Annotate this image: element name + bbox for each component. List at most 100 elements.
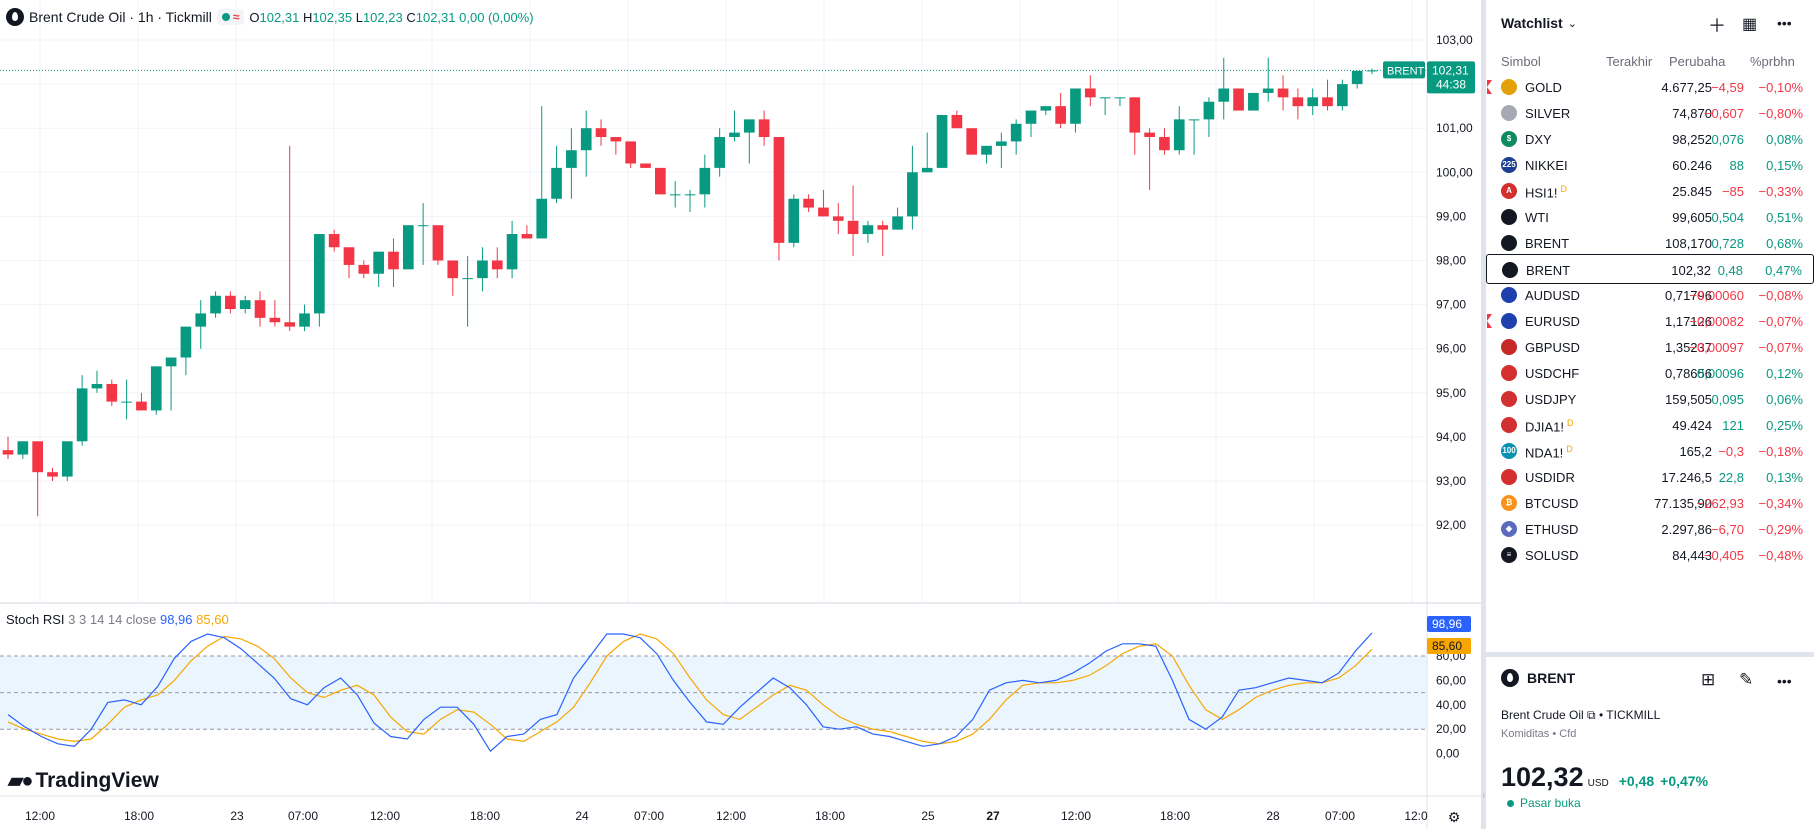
candle[interactable] (1277, 75, 1289, 111)
candle[interactable] (580, 110, 592, 177)
chart-area[interactable]: 103,00 101,00 100,00 99,00 98,00 97,00 96,00 95… (0, 0, 1481, 829)
settings-gear-icon[interactable]: ⚙ (1448, 810, 1461, 826)
candle[interactable] (180, 326, 192, 376)
candle[interactable] (314, 234, 325, 327)
candle[interactable] (17, 441, 29, 459)
candle[interactable] (907, 145, 918, 230)
candle[interactable] (225, 291, 236, 314)
watchlist-row-usdchf[interactable]: USDCHF 0,78656 0,00096 0,12% (1486, 358, 1814, 388)
candle[interactable] (1248, 92, 1259, 111)
more-options-icon[interactable]: ••• (1777, 15, 1792, 31)
candle[interactable] (1262, 57, 1274, 102)
candle[interactable] (2, 436, 14, 459)
candle[interactable] (625, 141, 637, 168)
candle[interactable] (803, 194, 814, 212)
candle[interactable] (239, 295, 251, 314)
candle[interactable] (106, 379, 118, 407)
watchlist-row-gbpusd[interactable]: GBPUSD 1,35237 −0,00097 −0,07% (1486, 332, 1814, 362)
edit-note-icon[interactable]: ✎ (1739, 670, 1754, 689)
candle[interactable] (32, 441, 43, 517)
watchlist-row-brent[interactable]: BRENT 108,170 0,728 0,68% (1486, 228, 1814, 258)
watchlist-row-silver[interactable]: SILVER 74,870 −0,607 −0,80% (1486, 98, 1814, 128)
candle[interactable] (417, 203, 429, 265)
candle[interactable] (269, 300, 281, 327)
candle[interactable] (121, 379, 132, 420)
candle[interactable] (373, 251, 384, 287)
candle[interactable] (195, 300, 207, 349)
details-more-icon[interactable]: ••• (1777, 673, 1792, 689)
watchlist-row-usdjpy[interactable]: USDJPY 159,505 0,095 0,06% (1486, 384, 1814, 414)
red-flag-icon[interactable] (1487, 314, 1492, 328)
candle[interactable] (655, 167, 666, 195)
stoch-rsi-legend[interactable]: Stoch RSI 3 3 14 14 close 98,96 85,60 (6, 612, 229, 627)
candle[interactable] (1144, 128, 1155, 190)
candle[interactable] (640, 163, 651, 168)
watchlist-row-djia1[interactable]: DJIA1! D 49.424 121 0,25% (1486, 410, 1814, 440)
candle[interactable] (1218, 57, 1230, 120)
column-symbol[interactable]: Simbol (1501, 54, 1541, 69)
candle[interactable] (595, 119, 607, 146)
column-last[interactable]: Terakhir (1606, 54, 1653, 69)
candle[interactable] (536, 106, 548, 239)
candle[interactable] (462, 256, 473, 327)
column-change[interactable]: Perubaha (1669, 54, 1726, 69)
candle[interactable] (610, 137, 622, 155)
watchlist-row-eurusd[interactable]: EURUSD 1,17126 −0,00082 −0,07% (1486, 306, 1814, 336)
candle[interactable] (91, 370, 103, 393)
candle[interactable] (966, 128, 978, 155)
panel-divider[interactable] (1486, 652, 1814, 657)
details-symbol[interactable]: BRENT (1527, 670, 1576, 686)
candle[interactable] (551, 145, 562, 204)
watchlist-row-solusd[interactable]: ≡ SOLUSD 84,443 −0,405 −0,48% (1486, 540, 1814, 570)
candle[interactable] (165, 357, 177, 411)
candle[interactable] (299, 304, 310, 332)
candle[interactable] (150, 366, 162, 415)
candle[interactable] (862, 220, 874, 243)
candle[interactable] (832, 203, 844, 235)
watchlist-row-brent[interactable]: BRENT 102,32 0,48 0,47% (1486, 254, 1814, 284)
candle[interactable] (210, 291, 221, 318)
candle[interactable] (818, 189, 829, 217)
candle[interactable] (729, 110, 740, 142)
candle[interactable] (1159, 128, 1170, 155)
table-layout-icon[interactable]: ▦ (1742, 16, 1758, 33)
candle[interactable] (1055, 92, 1066, 129)
candle[interactable] (1337, 79, 1348, 111)
candle[interactable] (714, 128, 725, 177)
candle[interactable] (1129, 97, 1141, 155)
candle[interactable] (892, 207, 903, 230)
candle[interactable] (328, 229, 340, 252)
candle[interactable] (447, 260, 459, 296)
grid-view-icon[interactable]: ⊞ (1701, 670, 1716, 689)
candle[interactable] (358, 260, 370, 279)
watchlist-row-gold[interactable]: GOLD 4.677,25 −4,59 −0,10% (1486, 72, 1814, 102)
candle[interactable] (981, 145, 992, 164)
watchlist-title[interactable]: Watchlist (1501, 15, 1563, 31)
candle[interactable] (1322, 79, 1333, 111)
candle[interactable] (1070, 88, 1081, 133)
candle[interactable] (684, 189, 696, 212)
candle[interactable] (951, 110, 963, 129)
candle[interactable] (506, 220, 518, 279)
candle[interactable] (1099, 97, 1111, 115)
details-name[interactable]: Brent Crude Oil (1501, 708, 1584, 722)
candle[interactable] (877, 220, 889, 257)
candle[interactable] (1292, 88, 1304, 120)
candle[interactable] (1188, 119, 1200, 155)
candle[interactable] (921, 132, 933, 173)
watchlist-row-nikkei[interactable]: 225 NIKKEI 60.246 88 0,15% (1486, 150, 1814, 180)
candle[interactable] (1084, 75, 1096, 107)
candle[interactable] (136, 392, 147, 411)
candle[interactable] (1010, 119, 1022, 155)
candle[interactable] (1351, 70, 1363, 89)
candle[interactable] (343, 247, 355, 279)
candle[interactable] (1173, 106, 1185, 155)
candle[interactable] (758, 110, 770, 146)
watchlist-row-dxy[interactable]: $ DXY 98,252 0,076 0,08% (1486, 124, 1814, 154)
watchlist-row-ethusd[interactable]: ◆ ETHUSD 2.297,86 −6,70 −0,29% (1486, 514, 1814, 544)
watchlist-row-usdidr[interactable]: USDIDR 17.246,5 22,8 0,13% (1486, 462, 1814, 492)
watchlist-row-btcusd[interactable]: ₿ BTCUSD 77.135,90 −262,93 −0,34% (1486, 488, 1814, 518)
column-pct[interactable]: %prbhn (1750, 54, 1795, 69)
candle[interactable] (388, 238, 399, 287)
